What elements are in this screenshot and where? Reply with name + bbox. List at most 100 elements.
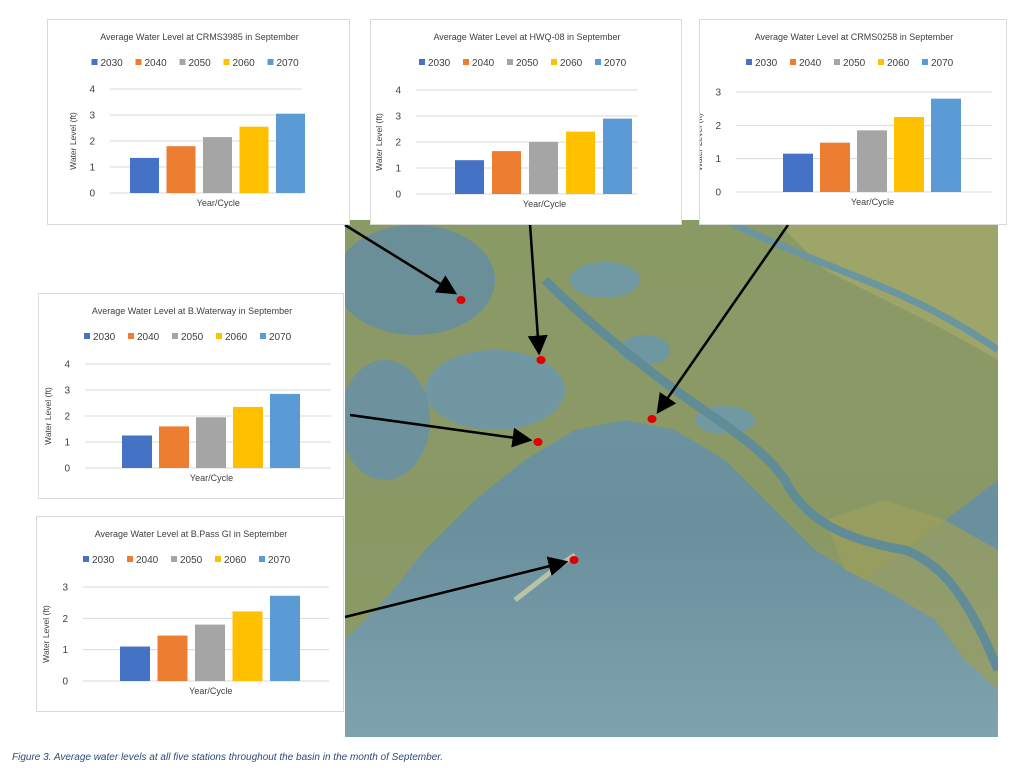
legend-label-2060: 2060 [224, 555, 247, 566]
legend-swatch-2060 [223, 59, 230, 65]
y-tick-label: 2 [715, 121, 721, 132]
bar-2040 [820, 142, 850, 192]
legend-swatch-2030 [83, 556, 89, 562]
chart-title: Average Water Level at B.Waterway in Sep… [92, 306, 292, 316]
x-axis-label: Year/Cycle [851, 197, 894, 207]
legend-label-2070: 2070 [931, 58, 954, 69]
y-tick-label: 3 [715, 88, 721, 99]
chart-crms0258-svg: Average Water Level at CRMS0258 in Septe… [700, 32, 992, 207]
legend-label-2030: 2030 [93, 332, 116, 343]
legend-label-2030: 2030 [101, 58, 124, 69]
pond-1 [570, 262, 640, 298]
y-tick-label: 1 [62, 645, 68, 656]
legend-swatch-2060 [216, 333, 222, 339]
legend-swatch-2040 [790, 59, 796, 65]
legend-swatch-2040 [463, 59, 469, 65]
legend-swatch-2070 [922, 59, 928, 65]
legend-swatch-2040 [128, 333, 134, 339]
y-tick-label: 2 [64, 412, 70, 423]
legend-swatch-2060 [878, 59, 884, 65]
chart-crms3985-svg: Average Water Level at CRMS3985 in Septe… [68, 32, 305, 208]
y-tick-label: 0 [64, 464, 70, 475]
figure-caption: Figure 3. Average water levels at all fi… [12, 752, 443, 763]
legend-label-2040: 2040 [136, 555, 159, 566]
legend-label-2050: 2050 [843, 58, 866, 69]
x-axis-label: Year/Cycle [190, 473, 233, 483]
bar-2060 [894, 117, 924, 192]
legend-swatch-2050 [179, 59, 186, 65]
y-tick-label: 0 [715, 188, 721, 199]
legend-label-2060: 2060 [887, 58, 910, 69]
chart-bwaterway-svg: Average Water Level at B.Waterway in Sep… [43, 306, 331, 483]
y-tick-label: 1 [89, 163, 95, 174]
legend-label-2070: 2070 [268, 555, 291, 566]
legend-label-2060: 2060 [233, 58, 256, 69]
bar-2030 [120, 646, 150, 681]
bar-2030 [783, 153, 813, 192]
legend-swatch-2040 [127, 556, 133, 562]
chart-bpassgi: Average Water Level at B.Pass GI in Sept… [36, 516, 344, 712]
bar-2070 [603, 118, 632, 194]
legend-label-2040: 2040 [137, 332, 160, 343]
bar-2050 [857, 130, 887, 192]
legend-label-2040: 2040 [799, 58, 822, 69]
y-tick-label: 3 [64, 386, 70, 397]
legend-label-2030: 2030 [92, 555, 115, 566]
bar-2070 [931, 98, 961, 192]
bar-2050 [195, 624, 225, 681]
bar-2040 [157, 635, 188, 681]
y-axis-label: Water Level (ft) [700, 113, 704, 171]
chart-title: Average Water Level at CRMS3985 in Septe… [100, 32, 299, 42]
chart-crms0258: Average Water Level at CRMS0258 in Septe… [699, 19, 1007, 225]
legend-label-2050: 2050 [181, 332, 204, 343]
y-tick-label: 0 [62, 677, 68, 688]
legend-swatch-2030 [84, 333, 90, 339]
y-axis-label: Water Level (ft) [43, 387, 53, 445]
bar-2070 [270, 595, 300, 681]
bar-2030 [122, 435, 152, 468]
y-axis-label: Water Level (ft) [41, 605, 51, 663]
chart-hwq08-svg: Average Water Level at HWQ-08 in Septemb… [374, 32, 638, 209]
bar-2050 [529, 142, 558, 194]
legend-swatch-2070 [267, 59, 274, 65]
x-axis-label: Year/Cycle [189, 686, 232, 696]
chart-bpassgi-svg: Average Water Level at B.Pass GI in Sept… [41, 529, 329, 696]
legend-swatch-2050 [834, 59, 840, 65]
legend-label-2050: 2050 [180, 555, 203, 566]
legend-swatch-2030 [419, 59, 425, 65]
legend-swatch-2040 [135, 59, 142, 65]
y-tick-label: 2 [395, 138, 401, 149]
legend-label-2050: 2050 [189, 58, 212, 69]
x-axis-label: Year/Cycle [523, 199, 566, 209]
x-axis-label: Year/Cycle [197, 198, 240, 208]
legend-swatch-2060 [551, 59, 557, 65]
y-tick-label: 1 [395, 164, 401, 175]
chart-crms3985: Average Water Level at CRMS3985 in Septe… [47, 19, 350, 225]
y-tick-label: 3 [395, 112, 401, 123]
y-tick-label: 4 [395, 86, 401, 97]
legend-label-2070: 2070 [277, 58, 300, 69]
satellite-map [345, 220, 998, 737]
legend-label-2060: 2060 [225, 332, 248, 343]
y-tick-label: 2 [89, 137, 95, 148]
bar-2030 [130, 157, 159, 193]
legend-swatch-2060 [215, 556, 221, 562]
legend-swatch-2030 [746, 59, 752, 65]
legend-label-2070: 2070 [269, 332, 292, 343]
y-tick-label: 1 [715, 154, 721, 165]
y-axis-label: Water Level (ft) [374, 113, 384, 171]
bar-2060 [232, 611, 263, 681]
y-tick-label: 3 [62, 583, 68, 594]
bar-2060 [233, 406, 263, 468]
y-tick-label: 4 [64, 360, 70, 371]
legend-label-2050: 2050 [516, 58, 539, 69]
legend-label-2060: 2060 [560, 58, 583, 69]
bar-2070 [270, 393, 300, 468]
legend-label-2030: 2030 [428, 58, 451, 69]
y-axis-label: Water Level (ft) [68, 112, 78, 170]
legend-swatch-2030 [91, 59, 98, 65]
chart-bwaterway: Average Water Level at B.Waterway in Sep… [38, 293, 344, 499]
bar-2060 [239, 126, 269, 193]
bar-2040 [492, 151, 521, 194]
bar-2050 [196, 417, 226, 468]
